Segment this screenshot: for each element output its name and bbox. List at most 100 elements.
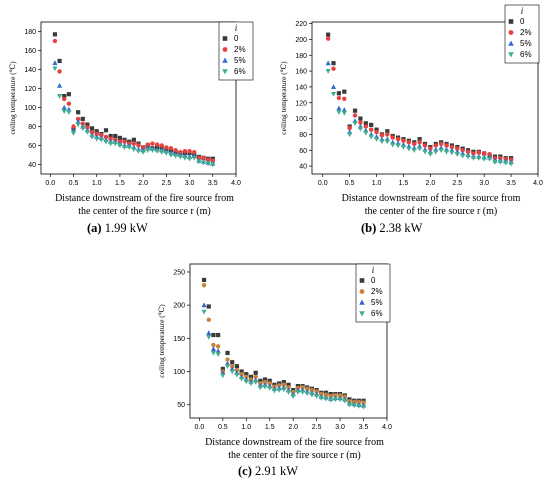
data-point bbox=[220, 373, 226, 379]
data-point bbox=[262, 384, 268, 390]
y-tick-label: 220 bbox=[295, 21, 307, 28]
x-axis-label-line1: Distance downstream of the fire source f… bbox=[205, 437, 384, 448]
data-point bbox=[66, 101, 72, 106]
data-point bbox=[342, 89, 347, 94]
data-point bbox=[89, 126, 95, 131]
data-point bbox=[281, 387, 287, 393]
data-point bbox=[470, 156, 476, 161]
y-tick-label: 100 bbox=[295, 116, 307, 123]
data-point bbox=[225, 350, 230, 356]
data-point bbox=[201, 309, 207, 315]
panel-c: 0.0 0.5 1.0 1.5 2.0 2.5 3.0 3.5 4.0 50 100 150 200 25… bbox=[157, 263, 392, 478]
legend-marker bbox=[508, 30, 514, 35]
series-2pct bbox=[52, 38, 215, 163]
data-point bbox=[108, 141, 114, 147]
data-point bbox=[374, 129, 379, 135]
data-point bbox=[187, 156, 193, 162]
legend-entry: 6% bbox=[234, 67, 246, 76]
data-point bbox=[239, 376, 245, 382]
data-point bbox=[191, 155, 197, 161]
legend-entry: 6% bbox=[520, 50, 532, 59]
data-point bbox=[325, 36, 331, 41]
y-tick-label: 200 bbox=[173, 303, 185, 310]
data-point bbox=[145, 142, 150, 147]
data-point bbox=[325, 60, 331, 66]
data-point bbox=[336, 95, 342, 101]
caption-text: 2.38 kW bbox=[376, 221, 422, 235]
data-point bbox=[314, 393, 320, 399]
legend-marker bbox=[508, 52, 514, 58]
data-point bbox=[234, 372, 240, 378]
x-tick-label: 1.0 bbox=[241, 424, 251, 431]
caption-letter: (b) bbox=[361, 221, 376, 235]
data-point bbox=[61, 109, 67, 115]
data-point bbox=[140, 145, 146, 150]
y-tick-label: 60 bbox=[28, 143, 36, 150]
data-point bbox=[476, 150, 482, 155]
data-point bbox=[390, 142, 396, 148]
data-point bbox=[406, 140, 412, 145]
data-point bbox=[356, 403, 362, 409]
x-tick-label: 1.0 bbox=[372, 180, 382, 187]
legend-entry: 0 bbox=[520, 17, 525, 26]
y-tick-label: 50 bbox=[177, 402, 185, 409]
data-point bbox=[481, 151, 487, 156]
x-tick-label: 0.5 bbox=[345, 180, 355, 187]
data-point bbox=[206, 334, 212, 340]
y-tick-label: 60 bbox=[299, 148, 307, 155]
y-tick-label: 140 bbox=[295, 84, 307, 91]
y-axis-label: ceiling temperature (℃) bbox=[279, 61, 288, 135]
legend-marker bbox=[359, 299, 365, 305]
data-point bbox=[369, 122, 374, 128]
data-point bbox=[201, 155, 206, 161]
data-point bbox=[140, 150, 146, 155]
data-point bbox=[385, 129, 390, 134]
y-tick-label: 120 bbox=[24, 86, 36, 93]
data-point bbox=[215, 352, 221, 358]
y-tick-label: 120 bbox=[295, 100, 307, 107]
legend: i0 2% 5% 6% bbox=[355, 263, 391, 323]
data-point bbox=[422, 143, 428, 148]
data-point bbox=[150, 141, 155, 146]
data-point bbox=[323, 396, 329, 402]
legend-marker bbox=[222, 47, 228, 52]
data-point bbox=[244, 372, 249, 377]
data-point bbox=[210, 346, 216, 352]
data-point bbox=[187, 148, 192, 154]
y-tick-label: 80 bbox=[28, 124, 36, 131]
data-point bbox=[438, 141, 444, 147]
data-point bbox=[108, 136, 113, 142]
legend-entry: 2% bbox=[520, 28, 532, 37]
data-point bbox=[131, 147, 137, 153]
data-point bbox=[267, 386, 273, 391]
legend-entry: 2% bbox=[234, 45, 246, 54]
data-point bbox=[262, 377, 268, 382]
data-point bbox=[352, 108, 358, 113]
data-point bbox=[390, 135, 395, 140]
data-point bbox=[164, 145, 169, 150]
data-point bbox=[465, 154, 471, 160]
data-point bbox=[201, 302, 207, 308]
y-axis-label: ceiling temperature (℃) bbox=[157, 304, 166, 378]
data-point bbox=[205, 161, 211, 167]
data-point bbox=[210, 162, 216, 168]
data-point bbox=[363, 130, 369, 136]
data-point bbox=[384, 139, 390, 145]
data-point bbox=[196, 159, 202, 165]
x-tick-label: 2.0 bbox=[138, 180, 148, 187]
data-point bbox=[211, 342, 216, 348]
data-point bbox=[122, 145, 128, 151]
data-point bbox=[239, 369, 244, 374]
data-point bbox=[210, 158, 215, 163]
data-point bbox=[347, 132, 353, 138]
panel-b: 0.0 0.5 1.0 1.5 2.0 2.5 3.0 3.5 4.0 40 60 80 100 120 1… bbox=[279, 4, 543, 235]
data-point bbox=[508, 161, 514, 167]
data-point bbox=[84, 130, 90, 135]
caption-letter: (c) bbox=[238, 464, 252, 478]
series-2pct bbox=[325, 36, 514, 162]
data-point bbox=[497, 160, 503, 165]
x-axis-label-line2: the center of the fire source r (m) bbox=[365, 206, 497, 217]
data-point bbox=[395, 143, 401, 149]
x-tick-label: 2.5 bbox=[161, 180, 171, 187]
data-point bbox=[229, 369, 235, 375]
